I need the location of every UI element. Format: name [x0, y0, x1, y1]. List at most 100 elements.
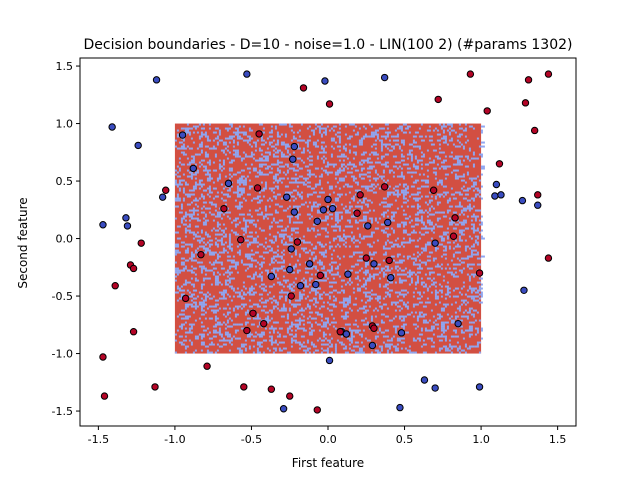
data-point-class-0 [370, 260, 378, 268]
data-point-class-1 [129, 328, 138, 336]
data-point-class-0 [152, 76, 161, 84]
data-point-class-1 [451, 214, 459, 222]
data-point-class-0 [290, 142, 299, 151]
data-point-class-1 [99, 353, 107, 361]
data-point-class-0 [178, 131, 187, 139]
x-tick-label: -0.5 [241, 433, 262, 446]
data-point-class-0 [368, 341, 377, 350]
data-point-class-0 [324, 195, 332, 204]
data-point-class-0 [431, 239, 439, 247]
data-point-class-0 [491, 192, 499, 200]
data-point-class-1 [370, 324, 378, 332]
data-point-class-0 [520, 286, 528, 294]
x-tick-label: -1.0 [164, 433, 185, 446]
data-point-class-1 [267, 385, 276, 393]
data-point-class-1 [544, 254, 553, 262]
data-point-class-0 [296, 282, 305, 290]
y-axis-label: Second feature [16, 197, 30, 288]
data-point-class-1 [534, 191, 542, 199]
data-point-class-0 [279, 405, 288, 413]
data-point-class-0 [380, 73, 389, 82]
data-point-class-0 [243, 70, 251, 78]
data-point-class-1 [151, 383, 159, 391]
data-point-class-1 [530, 126, 539, 135]
data-point-class-1 [129, 264, 138, 273]
data-point-class-0 [305, 260, 314, 268]
x-tick-label: -1.5 [88, 433, 109, 446]
data-point-class-0 [534, 201, 542, 209]
y-tick-label: -0.5 [52, 290, 73, 303]
data-point-class-0 [321, 77, 329, 85]
data-point-class-1 [286, 392, 294, 400]
data-point-class-1 [111, 282, 119, 290]
data-point-class-0 [396, 403, 404, 412]
data-point-class-1 [313, 406, 321, 414]
data-point-class-1 [137, 239, 145, 247]
data-point-class-0 [454, 319, 462, 328]
data-point-class-0 [420, 376, 429, 384]
data-point-class-1 [325, 100, 334, 108]
data-point-class-1 [299, 84, 308, 92]
data-point-class-0 [123, 222, 132, 230]
data-point-class-0 [287, 245, 295, 253]
data-point-class-1 [495, 160, 504, 168]
x-tick-label: 0.5 [396, 433, 414, 446]
data-point-class-0 [344, 270, 352, 278]
data-point-class-0 [312, 280, 320, 289]
data-point-class-0 [328, 204, 337, 213]
data-point-class-0 [319, 206, 328, 214]
x-axis-label: First feature [292, 456, 364, 470]
y-tick-label: 1.0 [56, 118, 74, 131]
data-point-class-1 [260, 319, 268, 328]
y-tick-label: 0.0 [56, 233, 74, 246]
data-point-class-0 [497, 191, 505, 199]
data-point-class-1 [356, 191, 364, 199]
data-point-class-1 [197, 250, 205, 259]
data-point-class-0 [122, 214, 130, 222]
data-point-class-1 [362, 254, 370, 262]
data-point-class-1 [353, 209, 361, 217]
data-point-class-1 [521, 99, 530, 107]
data-point-class-0 [364, 222, 372, 230]
y-tick-label: 0.5 [56, 175, 74, 188]
data-point-class-0 [189, 164, 197, 173]
data-point-class-0 [325, 356, 334, 365]
data-point-class-0 [342, 330, 351, 338]
data-point-class-0 [492, 180, 501, 189]
data-point-class-0 [108, 123, 116, 131]
x-tick-label: 1.5 [549, 433, 567, 446]
data-point-class-1 [449, 232, 458, 240]
data-point-class-0 [158, 193, 167, 201]
data-point-class-0 [387, 273, 395, 282]
x-tick-label: 1.0 [472, 433, 490, 446]
data-point-class-0 [282, 193, 291, 201]
data-point-class-1 [316, 271, 325, 280]
data-point-class-0 [475, 383, 484, 391]
data-point-class-1 [203, 362, 211, 370]
data-point-class-1 [220, 204, 228, 213]
data-point-class-1 [524, 76, 533, 84]
data-point-class-0 [289, 155, 297, 163]
data-point-class-1 [544, 70, 553, 78]
data-point-class-1 [380, 183, 389, 191]
data-point-class-0 [313, 217, 321, 226]
data-point-class-1 [429, 186, 438, 194]
y-tick-label: -1.5 [52, 405, 73, 418]
data-point-class-1 [475, 269, 484, 277]
data-point-class-1 [466, 70, 475, 78]
data-point-class-0 [431, 384, 439, 392]
data-point-class-1 [483, 107, 491, 115]
data-point-class-1 [243, 326, 251, 335]
data-point-class-0 [99, 221, 107, 229]
data-point-class-1 [253, 184, 262, 192]
data-point-class-1 [100, 392, 109, 400]
y-tick-label: -1.0 [52, 348, 73, 361]
data-point-class-0 [518, 196, 527, 205]
data-point-class-0 [224, 179, 233, 188]
data-point-class-1 [240, 383, 248, 391]
data-point-class-1 [385, 256, 393, 265]
data-point-class-1 [336, 328, 344, 336]
data-point-class-1 [287, 292, 295, 300]
